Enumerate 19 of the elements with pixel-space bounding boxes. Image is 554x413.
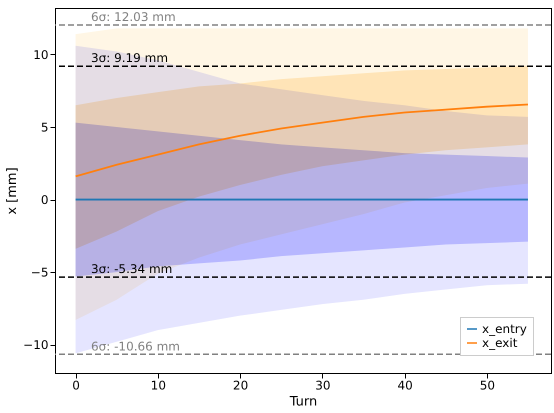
x-tick-label: 0 — [72, 378, 80, 392]
ref-line-label: 6σ: 12.03 mm — [91, 10, 176, 24]
y-tick-label: −5 — [30, 266, 48, 280]
x-tick-label: 50 — [480, 378, 495, 392]
x-tick-label: 40 — [397, 378, 413, 392]
legend-label: x_exit — [482, 336, 518, 350]
x-tick-label: 20 — [232, 378, 248, 392]
x-tick-label: 10 — [150, 378, 166, 392]
ref-line-label: 3σ: 9.19 mm — [91, 51, 168, 66]
ref-line-label: 3σ: -5.34 mm — [91, 262, 172, 276]
ref-line-label: 6σ: -10.66 mm — [91, 339, 180, 354]
legend-label: x_entry — [482, 322, 527, 336]
x-tick-label: 30 — [315, 378, 330, 392]
x-axis-title: Turn — [288, 394, 318, 410]
y-tick-label: −10 — [23, 338, 48, 352]
y-axis-title: x [mm] — [5, 167, 20, 215]
y-tick-label: 10 — [33, 48, 48, 62]
y-tick-label: 5 — [40, 120, 48, 135]
y-tick-label: 0 — [40, 193, 48, 208]
